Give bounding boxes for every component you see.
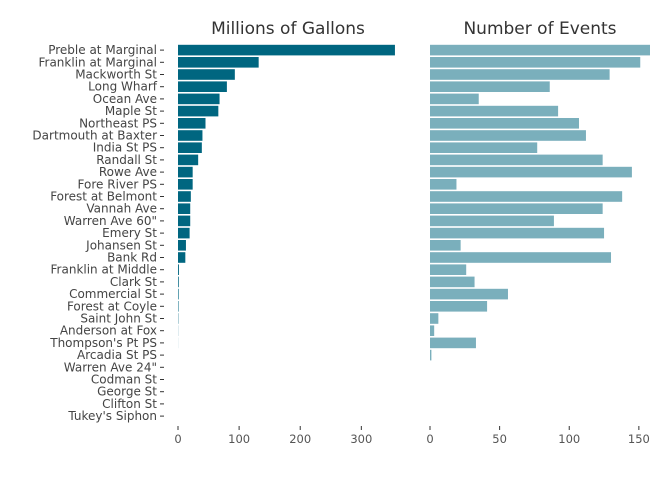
category-label-forest-at-coyle: Forest at Coyle	[67, 299, 157, 313]
category-label-warren-ave-60: Warren Ave 60"	[64, 214, 157, 228]
x-axis-number-of-events: 0 50 100 150	[426, 426, 650, 446]
category-label-franklin-at-middle: Franklin at Middle	[51, 263, 157, 277]
panel-millions-of-gallons: Millions of Gallons 0 100 200 300	[174, 19, 395, 446]
category-label-northeast-ps: Northeast PS	[79, 116, 157, 130]
bars-millions-of-gallons	[178, 44, 395, 349]
panel-title-number-of-events: Number of Events	[463, 19, 616, 39]
bar-number-of-events-clark-st	[430, 276, 475, 288]
category-label-randall-st: Randall St	[96, 153, 157, 167]
category-label-anderson-at-fox: Anderson at Fox	[60, 324, 157, 338]
bar-millions-of-gallons-long-wharf	[178, 81, 227, 92]
bar-millions-of-gallons-bank-rd	[178, 252, 186, 263]
bar-millions-of-gallons-vannah-ave	[178, 203, 191, 214]
x-tick-label-number-of-events-0: 0	[426, 432, 433, 446]
category-label-clifton-st: Clifton St	[102, 397, 157, 411]
x-tick-label-number-of-events-100: 100	[558, 432, 580, 446]
category-label-codman-st: Codman St	[91, 373, 157, 387]
category-label-george-st: George St	[97, 385, 157, 399]
bar-number-of-events-fore-river-ps	[430, 179, 457, 190]
category-label-maple-st: Maple St	[105, 104, 157, 118]
category-label-thompson-s-pt-ps: Thompson's Pt PS	[49, 336, 157, 350]
category-label-arcadia-st-ps: Arcadia St PS	[77, 348, 157, 362]
category-label-long-wharf: Long Wharf	[88, 80, 158, 94]
x-tick-label-number-of-events-150: 150	[628, 432, 650, 446]
bar-number-of-events-randall-st	[430, 154, 603, 166]
bar-millions-of-gallons-northeast-ps	[178, 118, 206, 129]
bar-number-of-events-vannah-ave	[430, 203, 603, 214]
category-label-rowe-ave: Rowe Ave	[99, 165, 157, 179]
x-tick-label-millions-of-gallons-300: 300	[350, 432, 372, 446]
category-label-preble-at-marginal: Preble at Marginal	[48, 43, 157, 57]
bar-millions-of-gallons-fore-river-ps	[178, 179, 193, 190]
panel-number-of-events: Number of Events 0 50 100 150	[426, 19, 650, 446]
category-label-saint-john-st: Saint John St	[80, 312, 157, 326]
bars-number-of-events	[430, 44, 650, 361]
bar-number-of-events-long-wharf	[430, 81, 550, 92]
bar-number-of-events-maple-st	[430, 105, 559, 117]
category-label-tukey-s-siphon: Tukey's Siphon	[67, 409, 157, 423]
category-label-fore-river-ps: Fore River PS	[78, 177, 157, 191]
bar-number-of-events-forest-at-belmont	[430, 191, 623, 202]
category-label-warren-ave-24: Warren Ave 24"	[64, 360, 157, 374]
x-tick-label-millions-of-gallons-0: 0	[174, 432, 181, 446]
bar-millions-of-gallons-preble-at-marginal	[178, 44, 395, 56]
bar-millions-of-gallons-dartmouth-at-baxter	[178, 130, 203, 141]
category-label-franklin-at-marginal: Franklin at Marginal	[38, 55, 157, 69]
category-label-commercial-st: Commercial St	[69, 287, 157, 301]
category-label-johansen-st: Johansen St	[85, 238, 157, 252]
bar-number-of-events-india-st-ps	[430, 142, 538, 153]
bar-number-of-events-johansen-st	[430, 240, 461, 251]
category-label-dartmouth-at-baxter: Dartmouth at Baxter	[32, 129, 157, 143]
bar-number-of-events-commercial-st	[430, 288, 508, 300]
bar-millions-of-gallons-mackworth-st	[178, 69, 235, 80]
bar-millions-of-gallons-clark-st	[178, 276, 179, 288]
bar-millions-of-gallons-commercial-st	[178, 288, 179, 300]
bar-number-of-events-dartmouth-at-baxter	[430, 130, 586, 141]
bar-millions-of-gallons-johansen-st	[178, 240, 186, 251]
bar-millions-of-gallons-franklin-at-marginal	[178, 57, 259, 68]
bar-number-of-events-saint-john-st	[430, 313, 439, 324]
bar-number-of-events-preble-at-marginal	[430, 44, 650, 56]
bar-number-of-events-franklin-at-marginal	[430, 57, 641, 68]
bar-number-of-events-ocean-ave	[430, 93, 479, 105]
bar-number-of-events-warren-ave-60	[430, 215, 554, 227]
bar-number-of-events-bank-rd	[430, 252, 612, 263]
bar-millions-of-gallons-randall-st	[178, 154, 199, 166]
bar-number-of-events-emery-st	[430, 227, 605, 239]
category-label-clark-st: Clark St	[110, 275, 157, 289]
bar-millions-of-gallons-warren-ave-60	[178, 215, 191, 227]
category-label-bank-rd: Bank Rd	[107, 251, 157, 265]
bar-millions-of-gallons-franklin-at-middle	[178, 264, 179, 275]
bar-number-of-events-arcadia-st-ps	[430, 349, 432, 361]
bar-number-of-events-rowe-ave	[430, 166, 632, 178]
x-axis-millions-of-gallons: 0 100 200 300	[174, 426, 372, 446]
bar-number-of-events-forest-at-coyle	[430, 301, 488, 312]
category-label-ocean-ave: Ocean Ave	[93, 92, 157, 106]
bar-number-of-events-anderson-at-fox	[430, 325, 435, 336]
bar-number-of-events-thompson-s-pt-ps	[430, 337, 476, 349]
category-label-vannah-ave: Vannah Ave	[86, 202, 157, 216]
bar-millions-of-gallons-rowe-ave	[178, 166, 193, 178]
x-tick-label-number-of-events-50: 50	[492, 432, 507, 446]
bar-millions-of-gallons-emery-st	[178, 227, 190, 239]
category-label-emery-st: Emery St	[102, 226, 157, 240]
bar-number-of-events-mackworth-st	[430, 69, 610, 80]
x-tick-label-millions-of-gallons-100: 100	[228, 432, 250, 446]
bar-millions-of-gallons-ocean-ave	[178, 93, 220, 105]
x-tick-label-millions-of-gallons-200: 200	[289, 432, 311, 446]
category-label-india-st-ps: India St PS	[93, 141, 157, 155]
bar-millions-of-gallons-forest-at-belmont	[178, 191, 191, 202]
category-label-mackworth-st: Mackworth St	[75, 68, 157, 82]
category-label-forest-at-belmont: Forest at Belmont	[50, 190, 157, 204]
bar-number-of-events-franklin-at-middle	[430, 264, 467, 275]
bar-millions-of-gallons-maple-st	[178, 105, 219, 117]
bar-number-of-events-northeast-ps	[430, 118, 579, 129]
bar-millions-of-gallons-india-st-ps	[178, 142, 202, 153]
panel-title-millions-of-gallons: Millions of Gallons	[211, 19, 365, 39]
